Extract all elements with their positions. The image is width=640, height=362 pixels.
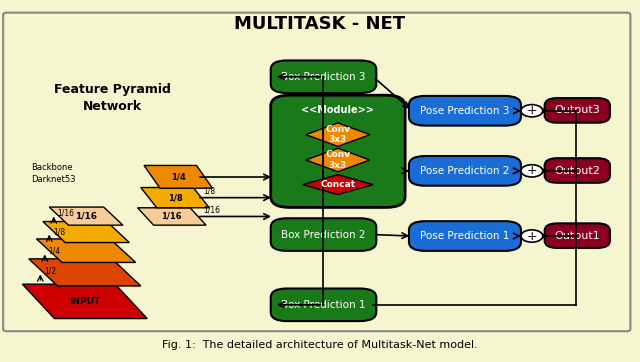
- Polygon shape: [141, 188, 209, 208]
- Text: Output1: Output1: [554, 231, 600, 241]
- Text: 1/16: 1/16: [161, 212, 182, 221]
- Text: Conv
3x3: Conv 3x3: [325, 150, 351, 170]
- FancyBboxPatch shape: [271, 289, 376, 321]
- Polygon shape: [144, 165, 212, 188]
- Text: 1/4: 1/4: [171, 172, 186, 181]
- Text: 1/8: 1/8: [204, 186, 216, 195]
- Text: <<Module>>: <<Module>>: [301, 105, 374, 115]
- Text: +: +: [527, 230, 537, 243]
- Text: Feature Pyramid
Network: Feature Pyramid Network: [54, 83, 170, 113]
- Polygon shape: [303, 175, 373, 195]
- Text: 1/16: 1/16: [204, 205, 221, 214]
- Circle shape: [521, 105, 543, 117]
- Text: Pose Prediction 3: Pose Prediction 3: [420, 106, 509, 116]
- Text: 1/8: 1/8: [53, 227, 65, 236]
- Text: Box Prediction 1: Box Prediction 1: [281, 300, 366, 310]
- Text: Pose Prediction 2: Pose Prediction 2: [420, 166, 509, 176]
- Circle shape: [521, 230, 543, 242]
- FancyBboxPatch shape: [545, 223, 610, 248]
- Text: Output2: Output2: [554, 165, 600, 176]
- FancyBboxPatch shape: [545, 158, 610, 183]
- Polygon shape: [36, 239, 136, 262]
- Text: Box Prediction 2: Box Prediction 2: [281, 230, 366, 240]
- FancyBboxPatch shape: [271, 218, 376, 251]
- FancyBboxPatch shape: [545, 98, 610, 123]
- FancyBboxPatch shape: [409, 156, 521, 186]
- FancyBboxPatch shape: [409, 96, 521, 126]
- FancyBboxPatch shape: [271, 95, 405, 207]
- Polygon shape: [29, 259, 141, 286]
- Text: 1/4: 1/4: [49, 247, 61, 256]
- Text: 1/16: 1/16: [75, 212, 97, 220]
- Text: +: +: [527, 104, 537, 117]
- Text: Fig. 1:  The detailed architecture of Multitask-Net model.: Fig. 1: The detailed architecture of Mul…: [162, 340, 478, 350]
- Text: Box Prediction 3: Box Prediction 3: [281, 72, 366, 82]
- Polygon shape: [22, 284, 147, 319]
- Text: Backbone
Darknet53: Backbone Darknet53: [31, 163, 76, 184]
- Circle shape: [521, 165, 543, 177]
- Polygon shape: [306, 123, 370, 147]
- Text: 1/16: 1/16: [58, 209, 75, 218]
- Text: 1/2: 1/2: [44, 267, 56, 276]
- Text: 1/8: 1/8: [168, 193, 182, 202]
- Text: Conv
3x3: Conv 3x3: [325, 125, 351, 144]
- Text: +: +: [527, 164, 537, 177]
- Polygon shape: [43, 222, 129, 243]
- Polygon shape: [306, 148, 370, 172]
- FancyBboxPatch shape: [271, 60, 376, 93]
- Text: MULTITASK - NET: MULTITASK - NET: [234, 14, 406, 33]
- FancyBboxPatch shape: [3, 13, 630, 331]
- Text: Output3: Output3: [554, 105, 600, 115]
- FancyBboxPatch shape: [409, 221, 521, 251]
- Text: Pose Prediction 1: Pose Prediction 1: [420, 231, 509, 241]
- Polygon shape: [138, 208, 206, 225]
- Text: Concat: Concat: [321, 180, 355, 189]
- Polygon shape: [49, 207, 123, 225]
- Text: INPUT: INPUT: [69, 297, 100, 306]
